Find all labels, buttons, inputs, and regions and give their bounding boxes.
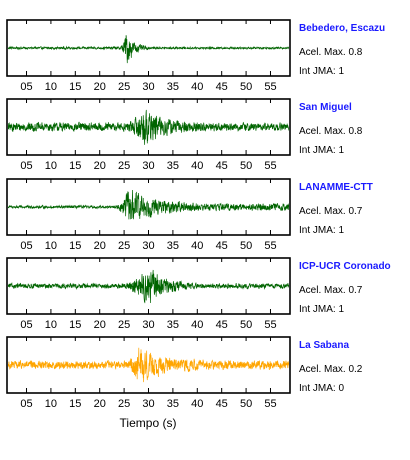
x-tick-label: 50 [240,81,252,93]
panel-5: 05 10 15 20 25 30 35 40 45 50 55 La Sabana Acel. Max… [6,336,363,410]
x-tick-label: 40 [191,240,203,252]
panel-1: 05 10 15 20 25 30 35 40 45 50 55 Bebedero, Escazu Ac… [6,19,385,93]
x-tick-label: 05 [20,319,32,331]
waveform-trace [8,347,289,383]
x-tick-label: 35 [167,319,179,331]
x-tick-label: 10 [45,398,57,410]
acel-max-label: Acel. Max. 0.2 [299,364,363,375]
waveform-trace [8,269,289,304]
x-tick-label: 20 [94,319,106,331]
x-tick-label: 35 [167,81,179,93]
x-tick-label: 55 [264,398,276,410]
x-tick-label: 25 [118,81,130,93]
x-tick-label: 10 [45,240,57,252]
waveform-trace [8,109,289,145]
x-tick-label: 55 [264,319,276,331]
panel-3: 05 10 15 20 25 30 35 40 45 50 55 LANAMME-CTT Acel. M… [6,178,373,252]
x-tick-label: 15 [69,160,81,172]
x-tick-label: 50 [240,240,252,252]
x-tick-label: 35 [167,398,179,410]
x-tick-label: 40 [191,398,203,410]
x-tick-label: 25 [118,319,130,331]
x-tick-label: 20 [94,160,106,172]
x-tick-label: 05 [20,398,32,410]
x-axis-title: Tiempo (s) [120,416,177,430]
acel-max-label: Acel. Max. 0.7 [299,206,363,217]
x-tick-label: 50 [240,160,252,172]
x-tick-label: 55 [264,240,276,252]
x-tick-label: 25 [118,160,130,172]
int-jma-label: Int JMA: 1 [299,225,344,236]
station-name: ICP-UCR Coronado [299,261,391,272]
x-tick-label: 15 [69,398,81,410]
station-name: San Miguel [299,102,352,113]
x-tick-label: 55 [264,160,276,172]
x-tick-label: 40 [191,319,203,331]
x-tick-label: 20 [94,240,106,252]
x-tick-label: 30 [142,319,154,331]
x-tick-label: 30 [142,160,154,172]
station-name: La Sabana [299,340,349,351]
panels-group: 05 10 15 20 25 30 35 40 45 50 55 Bebedero, Escazu Ac… [6,19,391,410]
x-tick-label: 50 [240,319,252,331]
x-tick-label: 55 [264,81,276,93]
x-tick-label: 05 [20,240,32,252]
panel-4: 05 10 15 20 25 30 35 40 45 50 55 ICP-UCR Coronado Ac… [6,257,391,331]
x-tick-label: 05 [20,81,32,93]
int-jma-label: Int JMA: 1 [299,145,344,156]
x-tick-label: 30 [142,240,154,252]
x-tick-label: 20 [94,398,106,410]
int-jma-label: Int JMA: 1 [299,304,344,315]
acel-max-label: Acel. Max. 0.8 [299,126,363,137]
x-tick-label: 25 [118,240,130,252]
station-name: LANAMME-CTT [299,182,373,193]
waveform-trace [8,190,289,220]
x-tick-label: 40 [191,160,203,172]
x-tick-label: 45 [216,160,228,172]
x-tick-label: 30 [142,81,154,93]
x-tick-label: 45 [216,398,228,410]
x-tick-label: 10 [45,160,57,172]
x-tick-label: 05 [20,160,32,172]
acel-max-label: Acel. Max. 0.7 [299,285,363,296]
x-tick-label: 40 [191,81,203,93]
acel-max-label: Acel. Max. 0.8 [299,47,363,58]
waveform-trace [8,35,289,64]
x-tick-label: 45 [216,81,228,93]
x-tick-label: 25 [118,398,130,410]
int-jma-label: Int JMA: 1 [299,66,344,77]
x-tick-label: 50 [240,398,252,410]
x-tick-label: 45 [216,319,228,331]
x-tick-label: 20 [94,81,106,93]
x-tick-label: 15 [69,240,81,252]
x-tick-label: 10 [45,319,57,331]
x-tick-label: 45 [216,240,228,252]
int-jma-label: Int JMA: 0 [299,383,344,394]
x-tick-label: 10 [45,81,57,93]
x-tick-label: 15 [69,81,81,93]
panel-2: 05 10 15 20 25 30 35 40 45 50 55 San Miguel Acel. Ma… [6,98,363,172]
x-tick-label: 35 [167,160,179,172]
station-name: Bebedero, Escazu [299,23,385,34]
x-tick-label: 35 [167,240,179,252]
x-tick-label: 30 [142,398,154,410]
x-tick-label: 15 [69,319,81,331]
